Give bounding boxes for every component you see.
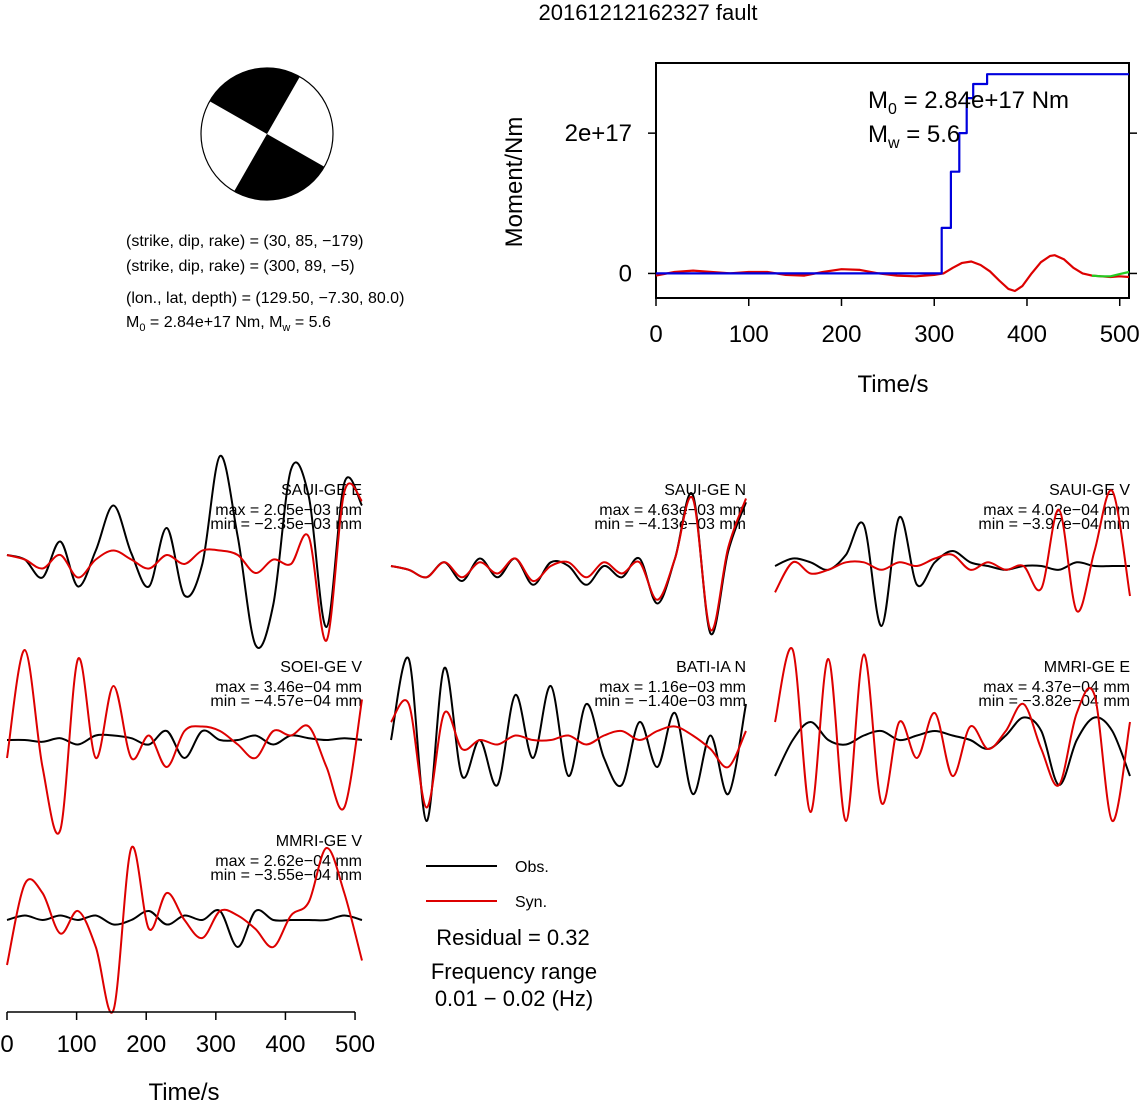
waveform-xlabel: Time/s [148, 1079, 219, 1104]
param-line-3: (lon., lat, depth) = (129.50, −7.30, 80.… [126, 290, 404, 307]
synthetic-waveform [6, 482, 363, 642]
legend-syn-label: Syn. [515, 894, 547, 911]
moment-x-tick-label: 200 [821, 321, 861, 348]
max-amplitude-label: max = 4.63e−03 mm [599, 502, 746, 519]
frequency-range: 0.01 − 0.02 (Hz) [435, 986, 593, 1011]
moment-rate-green-line [1091, 270, 1130, 278]
observed-waveform [6, 909, 363, 949]
residual-text: Residual = 0.32 [436, 925, 590, 950]
waveform-time-axis: 0 100 200 300 400 500 [0, 1011, 375, 1058]
observed-waveform [6, 454, 363, 649]
station-label: SAUI-GE N [664, 482, 746, 499]
min-amplitude-label: min = −2.35e−03 mm [210, 516, 362, 533]
moment-xlabel: Time/s [857, 371, 928, 398]
moment-y-tick-label: 2e+17 [565, 120, 632, 147]
max-amplitude-label: max = 2.62e−04 mm [215, 853, 362, 870]
synthetic-waveform [774, 647, 1131, 823]
moment-x-tick-label: 500 [1100, 321, 1140, 348]
synthetic-waveform [6, 845, 363, 1014]
min-amplitude-label: min = −4.57e−04 mm [210, 693, 362, 710]
waveform-x-tick-label: 200 [126, 1031, 166, 1058]
moment-cumulative-line [656, 73, 1129, 275]
param-line-4: M0 = 2.84e+17 Nm, Mw = 5.6 [126, 314, 331, 334]
min-amplitude-label: min = −1.40e−03 mm [594, 693, 746, 710]
observed-waveform [390, 656, 747, 823]
min-amplitude-label: min = −3.82e−04 mm [978, 693, 1130, 710]
moment-y-tick-label: 0 [619, 260, 632, 287]
synthetic-waveform [6, 648, 363, 835]
param-line-2: (strike, dip, rake) = (300, 89, −5) [126, 258, 355, 275]
waveform-x-tick-label: 300 [196, 1031, 236, 1058]
waveform-x-tick-label: 500 [335, 1031, 375, 1058]
param-line-1: (strike, dip, rake) = (30, 85, −179) [126, 233, 363, 250]
station-label: MMRI-GE E [1044, 659, 1130, 676]
synthetic-waveform [774, 489, 1131, 613]
station-label: MMRI-GE V [276, 833, 363, 850]
moment-m0-annotation: M0 = 2.84e+17 Nm [868, 87, 1069, 118]
min-amplitude-label: min = −3.55e−04 mm [210, 867, 362, 884]
waveform-x-tick-label: 400 [265, 1031, 305, 1058]
station-label: SAUI-GE E [281, 482, 362, 499]
waveform-x-tick-label: 100 [57, 1031, 97, 1058]
moment-x-tick-label: 300 [914, 321, 954, 348]
observed-waveform [774, 716, 1131, 787]
moment-x-tick-label: 400 [1007, 321, 1047, 348]
min-amplitude-label: min = −4.13e−03 mm [594, 516, 746, 533]
max-amplitude-label: max = 2.05e−03 mm [215, 502, 362, 519]
station-label: SAUI-GE V [1049, 482, 1130, 499]
frequency-label: Frequency range [431, 959, 597, 984]
max-amplitude-label: max = 1.16e−03 mm [599, 679, 746, 696]
moment-mw-annotation: Mw = 5.6 [868, 121, 960, 152]
moment-ylabel: Moment/Nm [501, 117, 528, 248]
station-label: SOEI-GE V [280, 659, 362, 676]
synthetic-waveform [390, 495, 747, 632]
station-label: BATI-IA N [676, 659, 746, 676]
observed-waveform [6, 729, 363, 760]
waveform-x-tick-label: 0 [0, 1031, 13, 1058]
legend-obs-label: Obs. [515, 859, 549, 876]
moment-x-tick-label: 100 [729, 321, 769, 348]
figure-title: 20161212162327 fault [539, 0, 758, 25]
moment-x-tick-label: 0 [649, 321, 662, 348]
max-amplitude-label: max = 3.46e−04 mm [215, 679, 362, 696]
synthetic-waveform [390, 699, 747, 809]
moment-plot-frame [655, 62, 1130, 299]
legend: Obs. Syn. [426, 859, 549, 911]
beachball-icon [200, 67, 334, 201]
